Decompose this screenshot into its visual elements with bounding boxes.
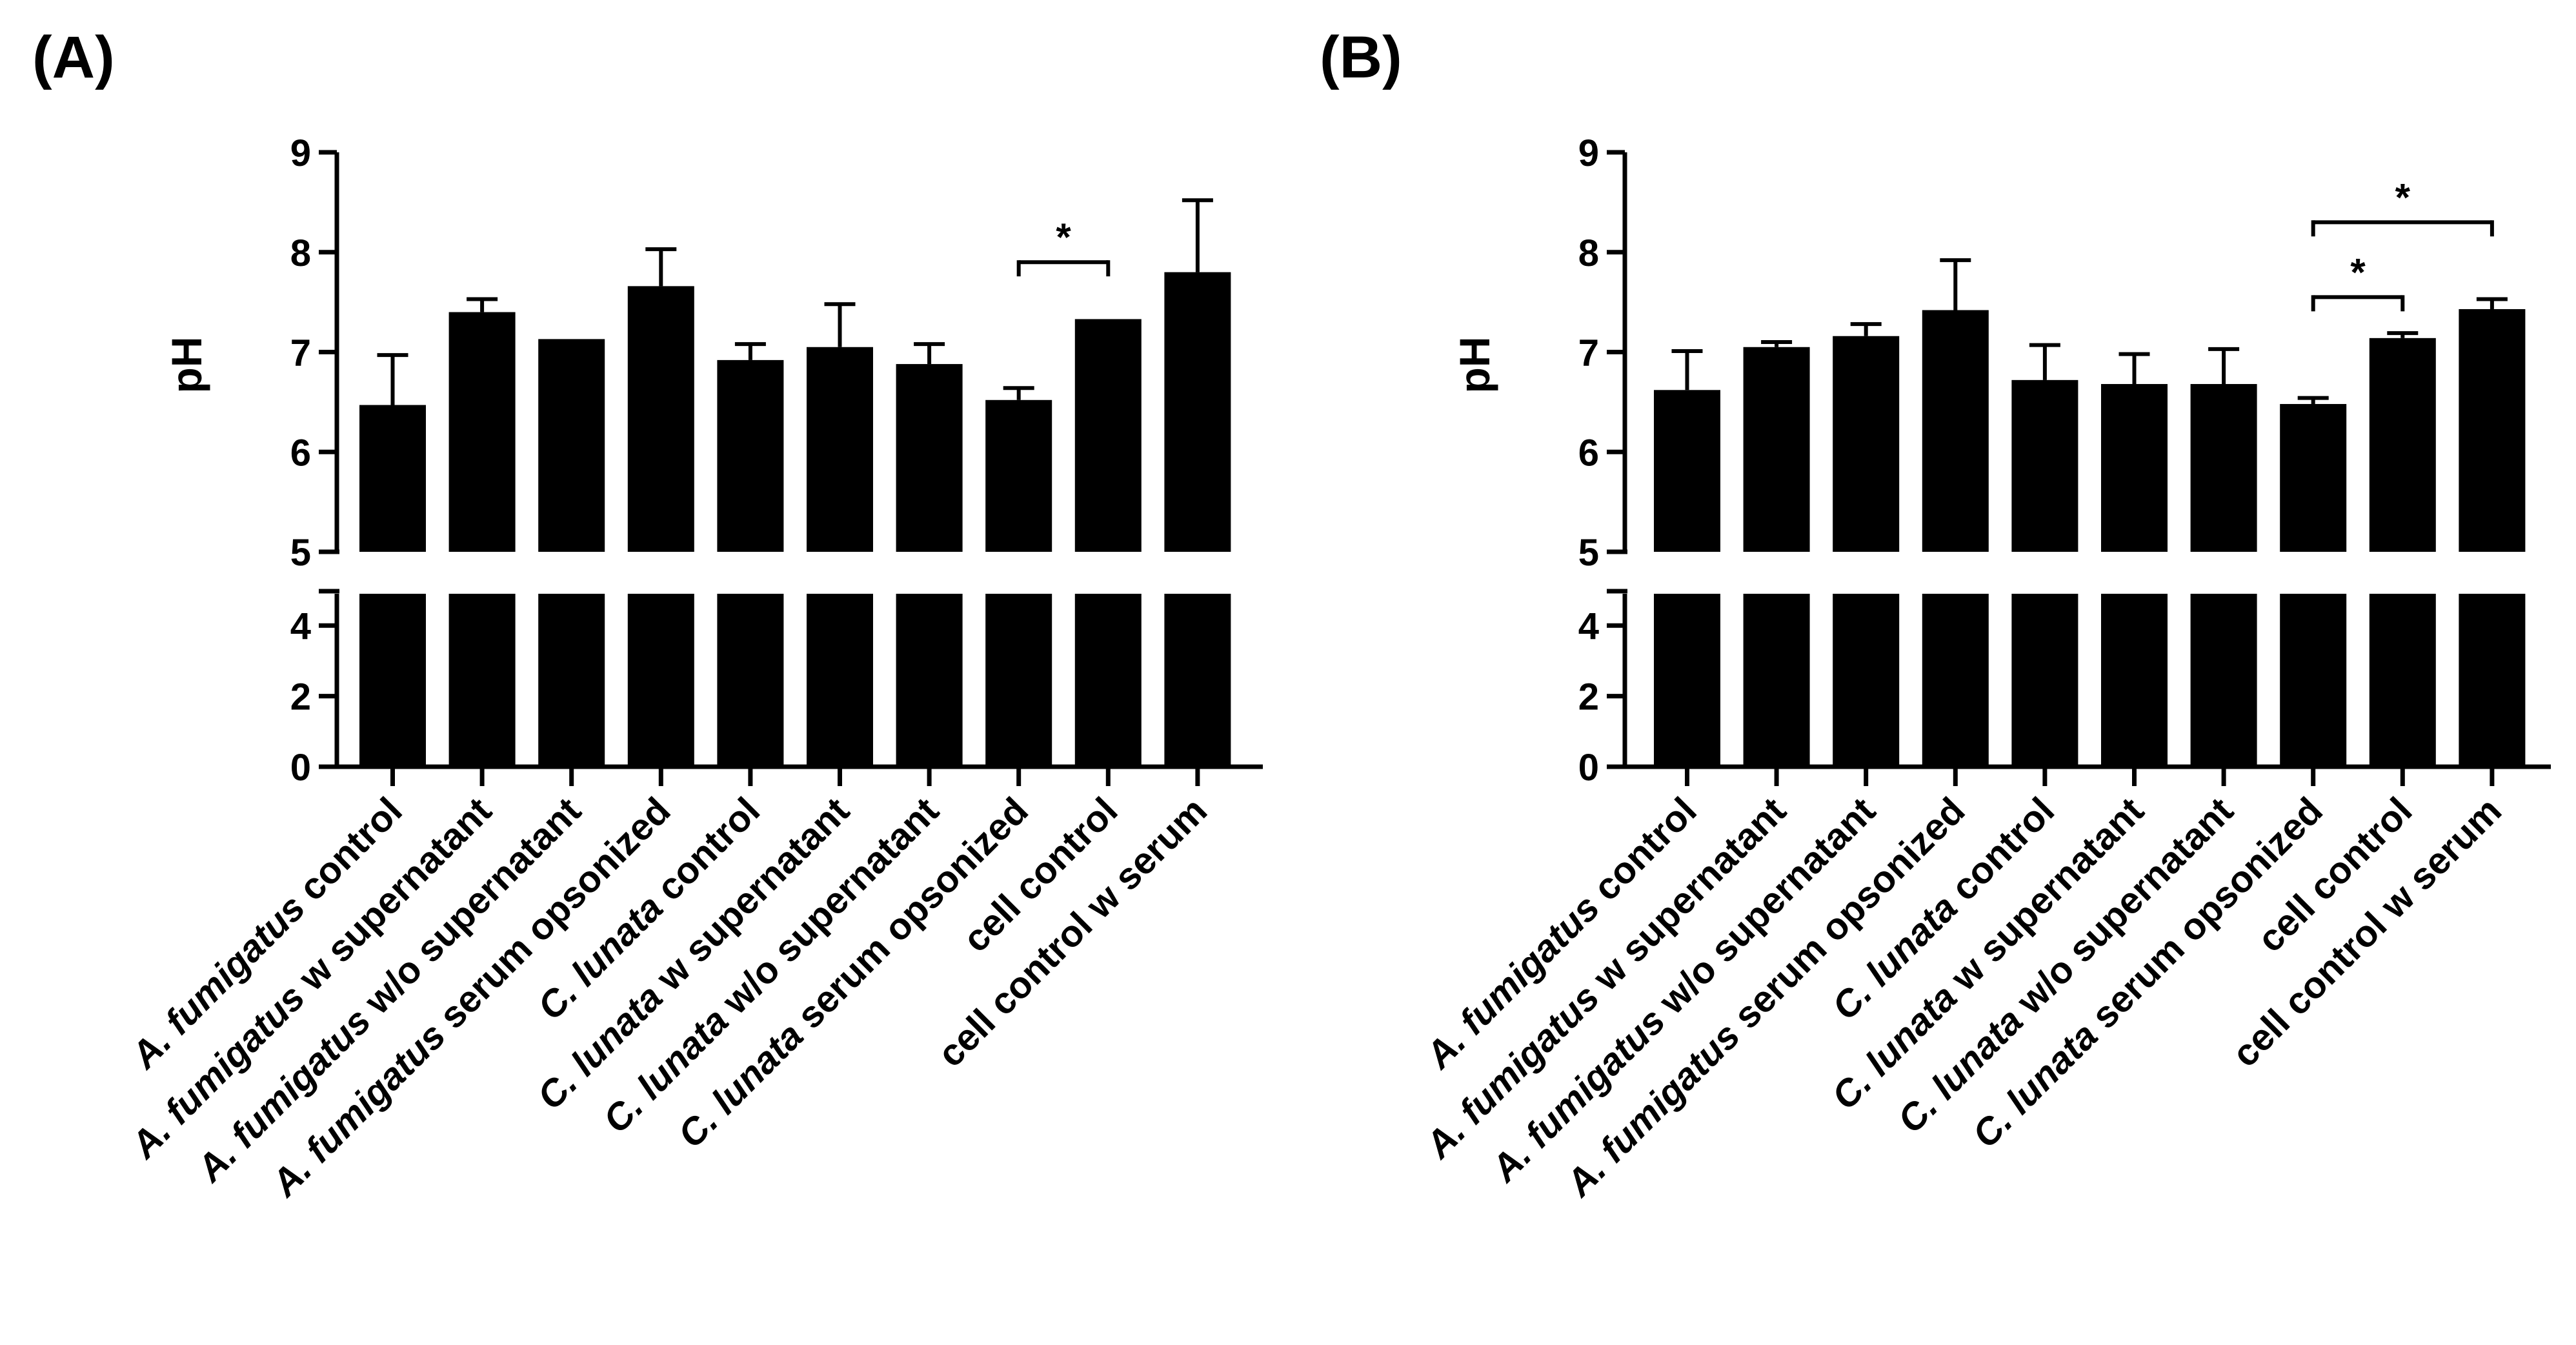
bar-lower-segment [448, 594, 516, 767]
bar [2101, 384, 2168, 552]
y-tick-label: 9 [290, 132, 311, 174]
x-tick-label: A. fumigatus w/o supernatant [188, 789, 589, 1191]
bar-lower-segment [1654, 594, 1720, 767]
bar-lower-segment [1833, 594, 1900, 767]
panel-label: (B) [1320, 25, 1402, 90]
bar-lower-segment [538, 594, 605, 767]
y-tick-label: 2 [290, 676, 311, 718]
y-tick-label: 9 [1578, 132, 1599, 174]
bar [1164, 272, 1231, 552]
bar-lower-segment [717, 594, 784, 767]
y-tick-label: 7 [1578, 332, 1599, 374]
y-tick-label: 2 [1578, 676, 1599, 718]
y-tick-label: 4 [1578, 605, 1599, 647]
y-tick-label: 8 [1578, 232, 1599, 274]
bar-lower-segment [1164, 594, 1231, 767]
bar-lower-segment [1743, 594, 1810, 767]
significance-star: * [1056, 216, 1071, 259]
bar-lower-segment [2011, 594, 2078, 767]
bar [1743, 347, 1810, 552]
bar [2369, 338, 2436, 552]
x-tick-label: A. fumigatus w/o supernatant [1482, 789, 1884, 1191]
y-tick-label: 4 [290, 605, 311, 647]
bar [2459, 308, 2526, 552]
y-tick-label: 6 [1578, 432, 1599, 474]
bar [896, 364, 963, 552]
y-axis-label: pH [163, 337, 210, 394]
bar-lower-segment [807, 594, 873, 767]
significance-star: * [2395, 176, 2411, 219]
bar [2011, 379, 2078, 552]
bar [2190, 384, 2257, 552]
bar-lower-segment [2459, 594, 2526, 767]
bar-lower-segment [2190, 594, 2257, 767]
bar-lower-segment [1074, 594, 1142, 767]
bar [627, 286, 694, 552]
bar-lower-segment [1922, 594, 1989, 767]
significance-star: * [2350, 250, 2366, 294]
bar [1833, 336, 1900, 552]
bar [538, 339, 605, 552]
y-tick-label: 8 [290, 232, 311, 274]
bar-lower-segment [985, 594, 1052, 767]
y-tick-label: 6 [290, 432, 311, 474]
bar [717, 359, 784, 552]
bar [807, 347, 873, 552]
bar-lower-segment [627, 594, 694, 767]
bar-lower-segment [2280, 594, 2347, 767]
bar [1074, 319, 1142, 552]
bar [1654, 390, 1720, 552]
y-tick-label: 0 [1578, 747, 1599, 789]
y-tick-label: 5 [1578, 532, 1599, 574]
y-tick-label: 5 [290, 532, 311, 574]
bar [2280, 403, 2347, 552]
y-axis-label: pH [1451, 337, 1498, 394]
bar [448, 312, 516, 552]
y-tick-label: 7 [290, 332, 311, 374]
x-tick-label: A. fumigatus w supernatant [1416, 789, 1794, 1167]
bar-lower-segment [359, 594, 426, 767]
y-tick-label: 0 [290, 747, 311, 789]
bar-lower-segment [2369, 594, 2436, 767]
bar-lower-segment [2101, 594, 2168, 767]
bar [985, 399, 1052, 552]
bar [359, 405, 426, 552]
panel-label: (A) [32, 25, 115, 90]
x-tick-label: A. fumigatus w supernatant [122, 789, 499, 1167]
bar-lower-segment [896, 594, 963, 767]
bar [1922, 310, 1989, 552]
